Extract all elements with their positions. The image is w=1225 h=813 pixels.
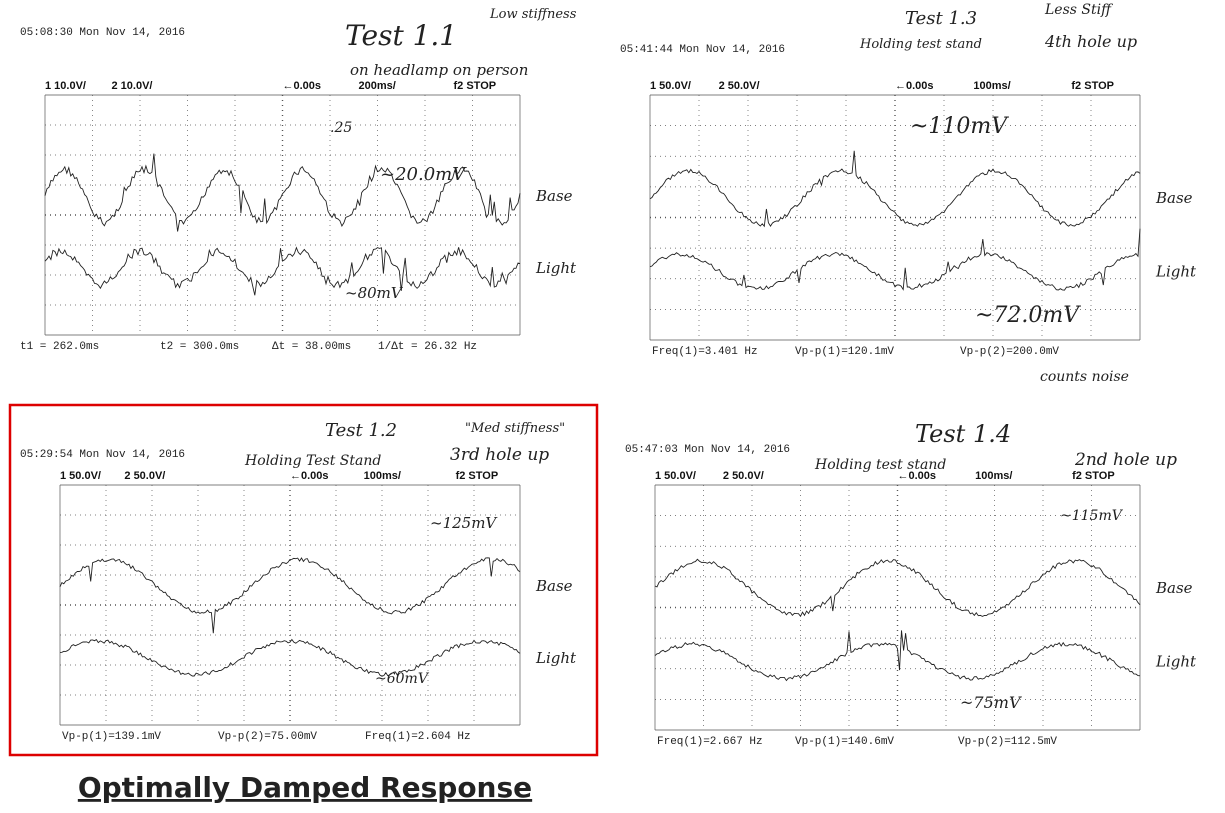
trace — [45, 247, 520, 295]
scope-header: 100ms/ — [973, 80, 1010, 92]
readout: Vp-p(2)=200.0mV — [960, 346, 1059, 358]
timestamp: 05:29:54 Mon Nov 14, 2016 — [20, 449, 185, 461]
scope-header: 100ms/ — [364, 470, 401, 482]
scope-header: ←0.00s — [283, 80, 322, 92]
handwritten-note: 2nd hole up — [1074, 450, 1177, 470]
handwritten-note: Test 1.3 — [905, 8, 977, 29]
handwritten-note: ~60mV — [375, 671, 430, 687]
handwritten-note: ~115mV — [1060, 508, 1124, 524]
handwritten-note: counts noise — [1040, 369, 1129, 385]
scope-header: 100ms/ — [975, 470, 1012, 482]
handwritten-note: Holding test stand — [814, 457, 946, 473]
caption: Optimally Damped Response — [78, 771, 532, 804]
readout: Δt = 38.00ms — [272, 341, 351, 353]
handwritten-note: ~72.0mV — [975, 303, 1081, 328]
trace — [655, 559, 1140, 616]
readout: Vp-p(1)=120.1mV — [795, 346, 894, 358]
readout: Freq(1)=3.401 Hz — [652, 346, 758, 358]
handwritten-note: Holding Test Stand — [244, 453, 381, 469]
timestamp: 05:08:30 Mon Nov 14, 2016 — [20, 27, 185, 39]
channel-label: Base — [1155, 579, 1193, 597]
scope-header: 2 50.0V/ — [723, 470, 764, 482]
timestamp: 05:47:03 Mon Nov 14, 2016 — [625, 444, 790, 456]
readout: Vp-p(2)=112.5mV — [958, 736, 1057, 748]
handwritten-note: ~75mV — [960, 693, 1022, 712]
page: Optimally Damped Response 05:08:30 Mon N… — [0, 0, 1225, 813]
scope-header: f2 STOP — [454, 80, 497, 92]
handwritten-note: Test 1.4 — [915, 420, 1011, 448]
handwritten-note: ~80mV — [345, 284, 404, 302]
readout: Vp-p(1)=140.6mV — [795, 736, 894, 748]
channel-label: Base — [1155, 189, 1193, 207]
channel-label: Light — [535, 649, 577, 667]
scope-header: ←0.00s — [895, 80, 934, 92]
handwritten-note: Test 1.1 — [345, 19, 457, 52]
channel-label: Base — [535, 187, 573, 205]
readout: Freq(1)=2.604 Hz — [365, 731, 471, 743]
handwritten-note: Low stiffness — [489, 7, 577, 22]
channel-label: Light — [1155, 652, 1197, 670]
handwritten-note: ~125mV — [430, 514, 498, 532]
scope-header: 2 50.0V/ — [719, 80, 760, 92]
scope-header: 1 50.0V/ — [60, 470, 101, 482]
channel-label: Light — [535, 259, 577, 277]
scope-header: f2 STOP — [456, 470, 499, 482]
handwritten-note: .25 — [330, 120, 352, 136]
channel-label: Light — [1155, 262, 1197, 280]
handwritten-note: ~20.0mV — [380, 164, 467, 185]
handwritten-note: ~110mV — [910, 114, 1009, 139]
handwritten-note: Less Stiff — [1044, 2, 1113, 18]
timestamp: 05:41:44 Mon Nov 14, 2016 — [620, 44, 785, 56]
handwritten-note: 3rd hole up — [450, 445, 549, 465]
scope-header: 2 10.0V/ — [112, 80, 153, 92]
scope-header: f2 STOP — [1072, 470, 1115, 482]
readout: Freq(1)=2.667 Hz — [657, 736, 763, 748]
scope-header: 200ms/ — [359, 80, 396, 92]
scope-header: 2 50.0V/ — [124, 470, 165, 482]
scope-header: ←0.00s — [290, 470, 329, 482]
handwritten-note: on headlamp on person — [350, 61, 528, 79]
scope-header: 1 10.0V/ — [45, 80, 86, 92]
handwritten-note: Holding test stand — [859, 37, 982, 52]
handwritten-note: 4th hole up — [1044, 32, 1137, 51]
handwritten-note: "Med stiffness" — [465, 421, 565, 436]
readout: t1 = 262.0ms — [20, 341, 99, 353]
channel-label: Base — [535, 577, 573, 595]
readout: Vp-p(2)=75.00mV — [218, 731, 317, 743]
readout: 1/Δt = 26.32 Hz — [378, 341, 477, 353]
readout: Vp-p(1)=139.1mV — [62, 731, 161, 743]
scope-header: 1 50.0V/ — [650, 80, 691, 92]
trace — [650, 151, 1140, 227]
readout: t2 = 300.0ms — [160, 341, 239, 353]
scope-header: 1 50.0V/ — [655, 470, 696, 482]
scope-header: f2 STOP — [1071, 80, 1114, 92]
handwritten-note: Test 1.2 — [325, 420, 397, 441]
